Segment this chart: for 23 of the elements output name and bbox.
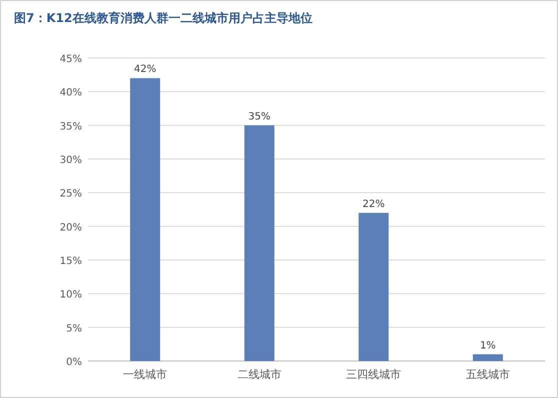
bar (358, 212, 389, 361)
data-label: 22% (362, 198, 385, 210)
y-tick-label: 20% (60, 222, 82, 234)
x-tick-label: 一线城市 (123, 368, 168, 381)
bar (130, 78, 160, 361)
y-tick-label: 5% (66, 323, 82, 334)
y-tick-label: 40% (60, 88, 82, 99)
bar (244, 125, 274, 361)
data-label: 1% (480, 340, 496, 352)
y-tick-label: 15% (60, 256, 82, 267)
y-tick-label: 45% (60, 54, 82, 65)
x-tick-label: 五线城市 (466, 368, 510, 381)
y-tick-label: 25% (60, 188, 82, 200)
y-tick-label: 30% (60, 155, 82, 166)
y-tick-label: 10% (60, 290, 82, 301)
data-label: 42% (134, 64, 156, 76)
x-tick-label: 三四线城市 (346, 368, 402, 381)
y-tick-label: 0% (66, 357, 82, 368)
y-tick-label: 35% (60, 121, 82, 132)
x-tick-label: 二线城市 (237, 368, 282, 381)
chart-title: 图7：K12在线教育消费人群一二线城市用户占主导地位 (14, 11, 312, 25)
data-label: 35% (248, 111, 270, 122)
bar (472, 354, 503, 361)
